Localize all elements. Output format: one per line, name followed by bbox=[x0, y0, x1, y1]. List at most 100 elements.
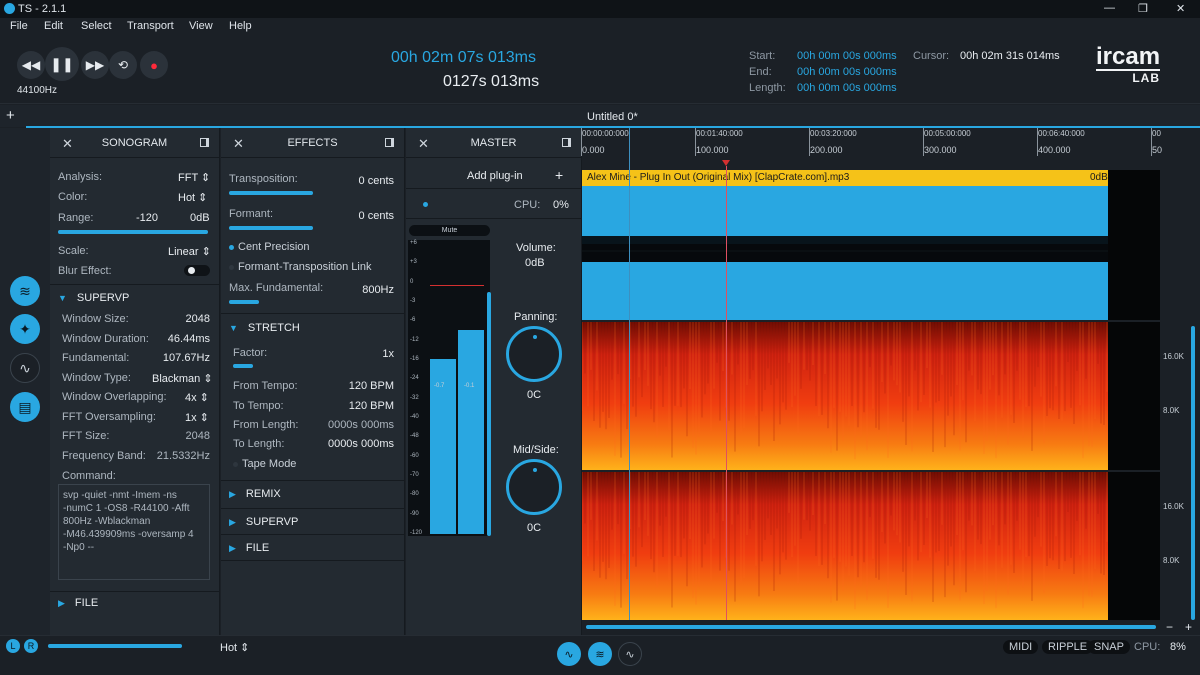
close-icon[interactable]: ✕ bbox=[1176, 3, 1186, 15]
window-icon[interactable] bbox=[200, 138, 209, 147]
bottom-slider[interactable] bbox=[48, 644, 182, 648]
file-section[interactable]: ▶ FILE bbox=[58, 597, 99, 609]
close-panel-icon[interactable]: ✕ bbox=[233, 136, 244, 151]
playhead-marker-icon[interactable] bbox=[722, 160, 730, 166]
curve-view-icon[interactable]: ∿ bbox=[618, 642, 642, 666]
right-channel-button[interactable]: R bbox=[24, 639, 38, 653]
menu-file[interactable]: File bbox=[10, 20, 28, 32]
mute-button[interactable]: Mute bbox=[409, 225, 490, 236]
analysis-select[interactable]: FFT ⇕ bbox=[178, 172, 211, 184]
start-value[interactable]: 00h 00m 00s 000ms bbox=[797, 50, 897, 62]
formant-value[interactable]: 0 cents bbox=[358, 210, 394, 222]
book-icon[interactable]: ▤ bbox=[10, 392, 40, 422]
rewind-button[interactable]: ◀◀ bbox=[17, 51, 45, 79]
overlap-select[interactable]: 4x ⇕ bbox=[185, 392, 209, 404]
end-label: End: bbox=[749, 66, 772, 78]
curve-icon[interactable]: ∿ bbox=[10, 353, 40, 383]
clip-header[interactable] bbox=[582, 170, 1108, 186]
panning-label: Panning: bbox=[514, 311, 558, 323]
to-tempo-value[interactable]: 120 BPM bbox=[348, 400, 394, 412]
cent-precision-radio[interactable] bbox=[229, 245, 234, 250]
transposition-value[interactable]: 0 cents bbox=[358, 175, 394, 187]
factor-slider[interactable] bbox=[233, 364, 253, 368]
fast-forward-button[interactable]: ▶▶ bbox=[81, 51, 109, 79]
timeline-tick bbox=[809, 128, 810, 156]
blur-toggle[interactable] bbox=[184, 265, 210, 276]
tape-mode-radio[interactable] bbox=[233, 462, 238, 467]
window-size-value[interactable]: 2048 bbox=[185, 313, 210, 325]
zoom-in-button[interactable]: + bbox=[1185, 620, 1193, 634]
length-value[interactable]: 00h 00m 00s 000ms bbox=[797, 82, 897, 94]
remix-section[interactable]: ▶ REMIX bbox=[229, 488, 281, 500]
menu-transport[interactable]: Transport bbox=[127, 20, 174, 32]
add-tab-button[interactable]: + bbox=[6, 107, 15, 124]
meter-scale-label: -60 bbox=[410, 452, 419, 459]
menu-view[interactable]: View bbox=[189, 20, 213, 32]
spectrogram-texture bbox=[582, 472, 1108, 610]
menu-edit[interactable]: Edit bbox=[44, 20, 63, 32]
file-effects-section[interactable]: ▶ FILE bbox=[229, 542, 270, 554]
midside-knob[interactable] bbox=[506, 459, 562, 515]
window-duration-value[interactable]: 46.44ms bbox=[167, 333, 210, 345]
add-plugin-plus-icon[interactable]: + bbox=[555, 167, 564, 183]
command-textarea[interactable]: svp -quiet -nmt -Imem -ns -numC 1 -OS8 -… bbox=[58, 484, 210, 580]
volume-fader[interactable] bbox=[487, 292, 491, 536]
waveform-view[interactable]: Alex Mine - Plug In Out (Original Mix) [… bbox=[582, 170, 1160, 320]
range-slider[interactable] bbox=[58, 230, 208, 234]
fundamental-value[interactable]: 107.67Hz bbox=[162, 352, 210, 364]
max-fundamental-value[interactable]: 800Hz bbox=[362, 284, 394, 296]
panning-knob[interactable] bbox=[506, 326, 562, 382]
spectrogram-top[interactable] bbox=[582, 322, 1160, 470]
window-type-select[interactable]: Blackman ⇕ bbox=[152, 373, 213, 385]
from-tempo-value[interactable]: 120 BPM bbox=[348, 380, 394, 392]
pause-button[interactable]: ❚❚ bbox=[45, 47, 79, 81]
loop-button[interactable]: ⟲ bbox=[109, 51, 137, 79]
supervp-effects-section[interactable]: ▶ SUPERVP bbox=[229, 516, 299, 528]
stretch-section[interactable]: ▼ STRETCH bbox=[229, 322, 300, 334]
meter-scale-label: -6 bbox=[410, 317, 416, 324]
sonogram-view-icon[interactable]: ≋ bbox=[588, 642, 612, 666]
horizontal-scroll-track[interactable] bbox=[582, 624, 1160, 630]
maximize-icon[interactable]: ❐ bbox=[1138, 3, 1148, 15]
minimize-icon[interactable]: — bbox=[1104, 2, 1115, 14]
waves-icon[interactable]: ≋ bbox=[10, 276, 40, 306]
menu-help[interactable]: Help bbox=[229, 20, 252, 32]
vertical-scrollbar[interactable] bbox=[1191, 326, 1195, 620]
formant-slider[interactable] bbox=[229, 226, 313, 230]
sonogram-panel: ✕ SONOGRAM Analysis: FFT ⇕ Color: Hot ⇕ … bbox=[50, 128, 220, 635]
window-icon[interactable] bbox=[385, 138, 394, 147]
transport-bar bbox=[0, 36, 1200, 104]
sparkle-icon[interactable]: ✦ bbox=[10, 314, 40, 344]
close-panel-icon[interactable]: ✕ bbox=[62, 136, 73, 151]
midi-button[interactable]: MIDI bbox=[1003, 640, 1039, 654]
supervp-section[interactable]: ▼ SUPERVP bbox=[58, 292, 130, 304]
menu-select[interactable]: Select bbox=[81, 20, 112, 32]
end-value[interactable]: 00h 00m 00s 000ms bbox=[797, 66, 897, 78]
timeline-ruler[interactable]: 00:00:00:000 0.000 00:01:40:000 100.000 00:0… bbox=[581, 128, 1162, 158]
record-button[interactable]: ● bbox=[140, 51, 168, 79]
scale-select[interactable]: Linear ⇕ bbox=[168, 246, 211, 258]
tab-untitled[interactable]: Untitled 0* bbox=[587, 111, 638, 123]
marker-bar[interactable] bbox=[582, 158, 1160, 170]
zoom-out-button[interactable]: − bbox=[1166, 620, 1174, 634]
spectrogram-bottom[interactable] bbox=[582, 472, 1160, 620]
factor-value[interactable]: 1x bbox=[382, 348, 394, 360]
close-panel-icon[interactable]: ✕ bbox=[418, 136, 429, 151]
fft-oversampling-select[interactable]: 1x ⇕ bbox=[185, 412, 209, 424]
left-channel-button[interactable]: L bbox=[6, 639, 20, 653]
playhead-line[interactable] bbox=[726, 166, 727, 620]
formant-link-radio[interactable] bbox=[229, 265, 234, 270]
color-map-select[interactable]: Hot ⇕ bbox=[220, 642, 250, 654]
transposition-slider[interactable] bbox=[229, 191, 313, 195]
color-select[interactable]: Hot ⇕ bbox=[178, 192, 208, 204]
timeline-sample-label: 0.000 bbox=[582, 145, 605, 155]
peak-right: -0.1 bbox=[464, 383, 475, 389]
waveform-view-icon[interactable]: ∿ bbox=[557, 642, 581, 666]
to-length-value[interactable]: 0000s 000ms bbox=[327, 438, 394, 450]
snap-button[interactable]: SNAP bbox=[1088, 640, 1130, 654]
window-icon[interactable] bbox=[562, 138, 571, 147]
meter-scale-label: -16 bbox=[410, 356, 419, 362]
add-plugin-button[interactable]: Add plug-in bbox=[467, 170, 523, 182]
max-fundamental-slider[interactable] bbox=[229, 300, 259, 304]
ripple-button[interactable]: RIPPLE bbox=[1042, 640, 1094, 654]
